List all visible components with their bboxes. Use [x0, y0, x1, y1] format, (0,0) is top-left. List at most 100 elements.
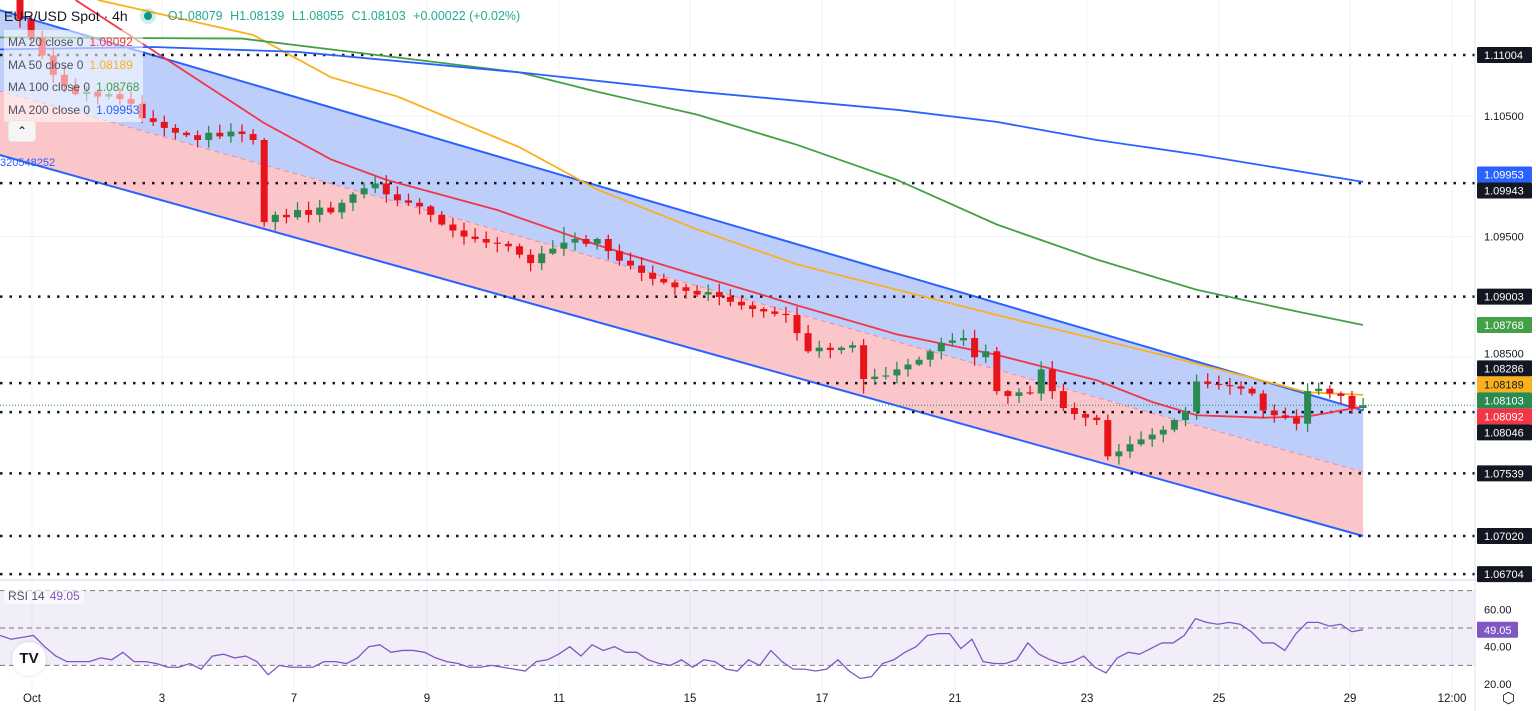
price-badge	[1477, 47, 1532, 63]
time-tick-label: 17	[816, 693, 829, 705]
candle-up	[948, 340, 956, 343]
candle-up	[837, 347, 845, 351]
time-tick-label: 9	[424, 693, 430, 705]
indicator-ma100[interactable]: MA 100 close 0 1.08768	[8, 80, 140, 94]
candle-down	[216, 132, 224, 137]
rsi-tick-label: 60.00	[1484, 604, 1512, 616]
symbol-title[interactable]: EUR/USD Spot · 4h	[4, 8, 128, 24]
price-badge-text: 1.08092	[1484, 411, 1524, 423]
candle-up	[893, 369, 901, 376]
price-badge	[1477, 288, 1532, 305]
price-badge-text: 1.07020	[1484, 531, 1524, 543]
candle-down	[1071, 408, 1078, 415]
rsi-tick-label: 20.00	[1484, 679, 1512, 691]
candle-down	[638, 265, 646, 273]
time-tick-label: 23	[1081, 693, 1094, 705]
candle-down	[249, 133, 257, 140]
price-badge-text: 1.09003	[1484, 292, 1524, 304]
candle-down	[1026, 392, 1034, 394]
candle-down	[671, 282, 679, 288]
candle-down	[449, 224, 457, 231]
price-tick-label: 1.08500	[1484, 348, 1524, 360]
candle-down	[160, 121, 168, 128]
candle-up	[904, 364, 912, 370]
candle-down	[749, 305, 757, 310]
candle-up	[593, 238, 601, 244]
candle-down	[427, 206, 435, 215]
time-tick-label: 11	[553, 693, 565, 705]
indicator-ma200[interactable]: MA 200 close 0 1.09953	[8, 102, 140, 117]
candle-up	[1359, 405, 1367, 409]
market-status-icon	[143, 12, 152, 20]
rsi-pane: 60.00 40.00 20.00 49.05	[0, 579, 1536, 691]
parallel-channel[interactable]	[0, 9, 1364, 537]
time-tick-label: 25	[1213, 693, 1226, 705]
candle-down	[1204, 381, 1212, 384]
chart-legend: EUR/USD Spot · 4h O1.08079 H1.08139 L1.0…	[4, 8, 524, 122]
candle-down	[516, 246, 523, 255]
candle-up	[371, 183, 379, 189]
candle-up	[538, 253, 546, 264]
candle-up	[937, 342, 945, 352]
time-tick-label: 15	[684, 693, 697, 705]
close-value: C1.08103	[351, 9, 406, 23]
rsi-tick-label: 40.00	[1484, 642, 1512, 654]
indicator-ma50[interactable]: MA 50 close 0 1.08189	[8, 57, 133, 72]
candle-up	[960, 337, 967, 341]
candle-up	[1115, 451, 1123, 457]
price-badge-text: 1.08189	[1484, 379, 1524, 391]
candle-up	[360, 188, 368, 195]
candle-down	[1293, 417, 1300, 424]
ma-line-ma20	[75, 0, 1364, 419]
high-value: H1.08139	[230, 9, 285, 23]
price-badge	[1477, 408, 1532, 425]
price-badge-text: 1.09953	[1484, 169, 1524, 181]
candle-down	[726, 296, 734, 302]
indicator-ma20[interactable]: MA 20 close 0 1.08092	[8, 35, 133, 49]
candle-up	[815, 347, 823, 352]
channel-upper-fill	[0, 10, 1364, 473]
candle-down	[382, 183, 390, 195]
candle-down	[1215, 383, 1223, 386]
candle-up	[549, 248, 557, 254]
candle-down	[194, 135, 202, 140]
candle-down	[327, 207, 335, 213]
collapse-legend-button[interactable]: ⌃	[8, 120, 36, 142]
rsi-value-badge	[1477, 621, 1518, 638]
candle-down	[16, 0, 24, 20]
candle-down	[1237, 386, 1245, 389]
candle-down	[660, 278, 668, 283]
price-tick-label: 1.09500	[1484, 232, 1524, 244]
channel-lower-line	[0, 154, 1364, 537]
candle-up	[1315, 388, 1323, 392]
rsi-value-badge-text: 49.05	[1484, 625, 1512, 637]
candle-down	[1082, 414, 1090, 418]
candle-up	[1304, 391, 1312, 424]
price-badge-text: 1.11004	[1484, 50, 1523, 62]
time-tick-label: 3	[159, 693, 165, 705]
price-tick-label: 1.10500	[1484, 111, 1524, 123]
price-badge	[1477, 182, 1532, 199]
candle-up	[1148, 434, 1156, 440]
candle-down	[860, 345, 868, 380]
rsi-legend[interactable]: RSI 14 49.05	[4, 588, 84, 604]
gear-icon[interactable]: ⬡	[1502, 690, 1516, 707]
candle-up	[1037, 369, 1045, 394]
tradingview-logo[interactable]: TV	[12, 642, 46, 676]
candle-down	[738, 301, 745, 306]
indicator-legend: MA 20 close 0 1.08092 MA 50 close 0 1.0818…	[4, 30, 144, 122]
chevron-up-icon: ⌃	[16, 124, 28, 138]
price-badge	[1477, 376, 1532, 393]
price-badge	[1477, 424, 1532, 441]
candle-up	[205, 132, 213, 140]
candle-down	[760, 309, 768, 312]
channel-lower-fill	[0, 91, 1364, 536]
candle-down	[1059, 391, 1067, 409]
price-axis[interactable]: 1.10500 1.09500 1.08500 1.11004 1.09953 1.099…	[1474, 0, 1532, 711]
moving-averages	[0, 0, 1364, 419]
time-axis[interactable]: Oct 3 7 9 11 15 17 21 23 25 29 12:00	[23, 693, 1466, 705]
price-badge-text: 1.08103	[1484, 395, 1524, 407]
candle-down	[971, 337, 979, 358]
low-value: L1.08055	[291, 9, 344, 23]
